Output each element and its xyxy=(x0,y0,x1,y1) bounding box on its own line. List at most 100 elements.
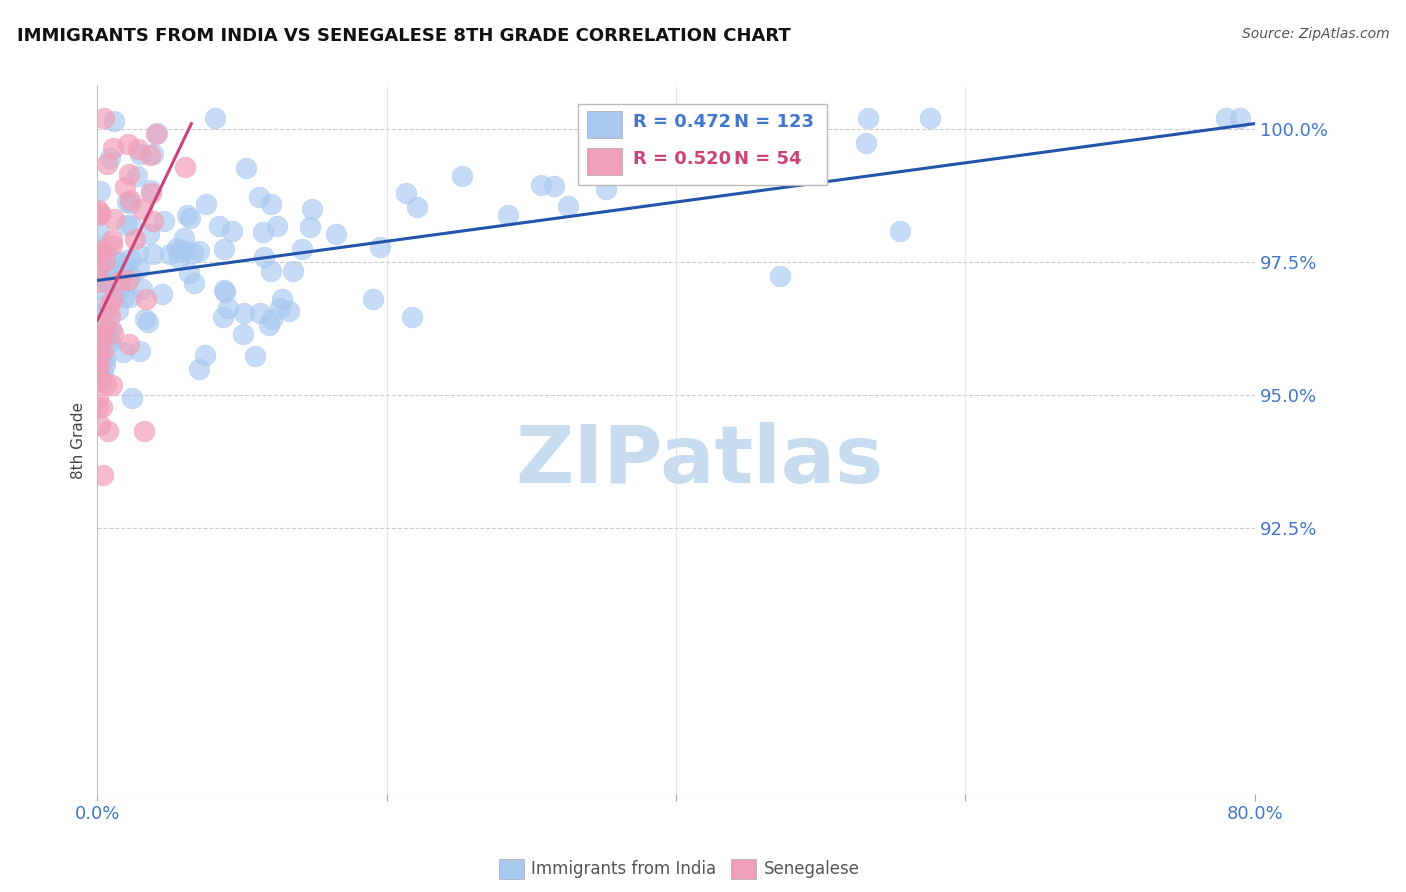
Point xyxy=(87,349,110,363)
Point xyxy=(93,246,115,260)
Point xyxy=(146,126,169,140)
Point xyxy=(271,292,294,306)
Point xyxy=(117,136,139,151)
Point xyxy=(166,240,188,254)
Point xyxy=(101,233,124,247)
Point xyxy=(94,357,117,371)
Point xyxy=(101,141,124,155)
Point xyxy=(90,275,112,289)
Point xyxy=(87,390,110,404)
Point xyxy=(98,298,121,312)
Point xyxy=(142,214,165,228)
Point xyxy=(93,298,115,312)
Point xyxy=(173,231,195,245)
Point xyxy=(101,292,124,306)
Point xyxy=(90,351,112,366)
Point xyxy=(1229,112,1251,126)
Point xyxy=(100,252,122,267)
Bar xyxy=(586,148,621,175)
Point xyxy=(167,251,190,265)
Point xyxy=(87,360,110,375)
FancyBboxPatch shape xyxy=(578,104,827,186)
Point xyxy=(141,183,163,197)
Point xyxy=(252,225,274,239)
Point xyxy=(117,195,139,210)
Point xyxy=(90,309,112,323)
Point xyxy=(194,348,217,362)
Point xyxy=(173,244,195,258)
Point xyxy=(141,186,163,200)
Point xyxy=(120,252,142,267)
Point xyxy=(87,401,110,416)
Point xyxy=(269,301,291,315)
Point xyxy=(450,169,472,184)
Point xyxy=(93,351,115,365)
Point xyxy=(120,290,142,304)
Point xyxy=(138,227,160,241)
Point xyxy=(291,242,314,256)
Point xyxy=(97,425,120,439)
Point xyxy=(101,238,124,252)
Point xyxy=(108,283,131,297)
Point xyxy=(142,147,165,161)
Point xyxy=(98,268,121,282)
Point xyxy=(101,326,124,340)
Point xyxy=(918,112,941,126)
Point xyxy=(87,351,110,366)
Point xyxy=(100,321,122,335)
Point xyxy=(87,202,110,217)
Point xyxy=(325,227,347,242)
Point xyxy=(114,180,136,194)
Point xyxy=(96,377,118,392)
Point xyxy=(204,112,226,126)
Point xyxy=(266,219,288,233)
Point xyxy=(134,311,156,326)
Point xyxy=(855,136,877,151)
Point xyxy=(118,167,141,181)
Point xyxy=(94,324,117,338)
Point xyxy=(212,283,235,297)
Point xyxy=(252,250,274,264)
Point xyxy=(87,260,110,275)
Point xyxy=(87,246,110,260)
Point xyxy=(214,285,236,299)
Point xyxy=(103,114,125,128)
Point xyxy=(97,331,120,345)
Point xyxy=(129,343,152,358)
Point xyxy=(112,290,135,304)
Point xyxy=(91,343,114,358)
Point xyxy=(235,161,257,175)
Point xyxy=(91,243,114,257)
Point xyxy=(103,265,125,279)
Point xyxy=(118,193,141,207)
Point xyxy=(129,146,152,161)
Point xyxy=(260,197,283,211)
Point xyxy=(90,327,112,342)
Point xyxy=(128,261,150,276)
Point xyxy=(89,358,111,372)
Point xyxy=(89,417,111,432)
Point xyxy=(91,468,114,483)
Point xyxy=(89,184,111,198)
Point xyxy=(135,292,157,306)
Point xyxy=(89,246,111,260)
Point xyxy=(87,240,110,254)
Point xyxy=(103,212,125,227)
Point xyxy=(87,363,110,377)
Point xyxy=(131,282,153,296)
Point xyxy=(496,208,519,222)
Point xyxy=(245,349,267,363)
Point xyxy=(90,400,112,414)
Point xyxy=(221,224,243,238)
Point xyxy=(115,218,138,232)
Point xyxy=(557,199,579,213)
Point xyxy=(91,275,114,289)
Point xyxy=(530,178,553,192)
Point xyxy=(217,301,239,316)
Bar xyxy=(586,112,621,138)
Point xyxy=(595,182,617,196)
Point xyxy=(769,268,792,283)
Point xyxy=(98,277,121,291)
Point xyxy=(195,197,218,211)
Point xyxy=(89,206,111,220)
